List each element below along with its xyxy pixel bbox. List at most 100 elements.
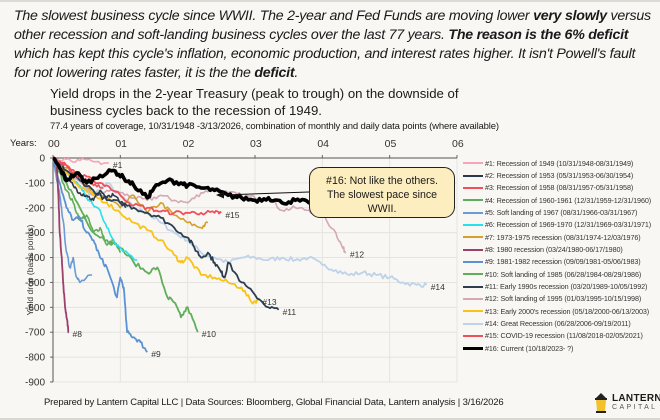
series-end-label: #11: [283, 307, 297, 317]
legend-swatch: [463, 223, 483, 226]
legend-swatch: [463, 174, 483, 177]
legend-swatch: [463, 334, 483, 337]
legend-swatch: [463, 248, 483, 251]
series-line-13: [52, 157, 259, 305]
legend-item: #6: Recession of 1969-1970 (12/31/1969-0…: [463, 219, 659, 231]
legend-swatch: [463, 162, 483, 165]
y-tick-label: 0: [39, 154, 45, 165]
legend-item: #5: Soft landing of 1967 (08/31/1966-03/…: [463, 206, 659, 218]
axes: 0 -100 -200 -300 -400 -500 -600 -700 -800 -900 00 0…: [25, 138, 464, 389]
legend-item: #2: Recession of 1953 (05/31/1953-06/30/…: [463, 169, 659, 181]
y-tick-label: -200: [25, 203, 45, 214]
callout-line-3: WWII.: [367, 203, 397, 215]
legend-label: #9: 1981-1982 recession (09/09/1981-05/0…: [485, 257, 641, 267]
x-axis-label: Years:: [10, 138, 37, 149]
callout-arrowhead-icon: [216, 191, 224, 199]
y-tick-label: -300: [25, 228, 45, 239]
legend-swatch: [463, 285, 483, 288]
legend-item: #10: Soft landing of 1985 (06/28/1984-08…: [463, 268, 659, 280]
y-tick-label: -800: [25, 353, 45, 364]
series-line-8: [55, 157, 70, 334]
legend-item: #12: Soft landing of 1995 (01/03/1995-10…: [463, 293, 659, 305]
headline-part-2: very slowly: [533, 8, 607, 24]
legend-label: #13: Early 2000's recession (05/18/2000-…: [485, 306, 650, 316]
chart-title: Yield drops in the 2-year Treasury (peak…: [50, 86, 459, 118]
x-tick-label: 03: [250, 138, 262, 150]
legend-label: #6: Recession of 1969-1970 (12/31/1969-0…: [485, 220, 652, 230]
legend-item: #13: Early 2000's recession (05/18/2000-…: [463, 305, 659, 317]
legend-swatch: [463, 273, 483, 276]
legend-label: #3: Recession of 1958 (08/31/1957-05/31/…: [485, 183, 634, 193]
headline: The slowest business cycle since WWII. T…: [14, 7, 654, 83]
legend-swatch: [463, 310, 483, 313]
legend-swatch: [463, 186, 483, 189]
series-end-label: #10: [202, 329, 216, 339]
x-tick-label: 00: [48, 138, 60, 150]
legend-item: #16: Current (10/18/2023- ?): [463, 342, 659, 354]
series-line-11: [52, 157, 280, 311]
series-end-label: #14: [431, 282, 445, 292]
lantern-icon: [595, 393, 607, 413]
y-tick-label: -500: [25, 278, 45, 289]
legend-label: #11: Early 1990s recession (03/20/1989-1…: [485, 282, 648, 292]
legend-item: #8: 1980 recession (03/24/1980-06/17/198…: [463, 243, 659, 255]
legend-label: #14: Great Recession (06/28/2006-09/19/2…: [485, 319, 631, 329]
series-line-12: [52, 157, 347, 254]
y-tick-label: -600: [25, 303, 45, 314]
legend-label: #8: 1980 recession (03/24/1980-06/17/198…: [485, 245, 623, 255]
legend: #1: Recession of 1949 (10/31/1948-08/31/…: [463, 157, 659, 355]
legend-item: #1: Recession of 1949 (10/31/1948-08/31/…: [463, 157, 659, 169]
logo-line-1: LANTERN: [612, 393, 660, 404]
legend-item: #7: 1973-1975 recession (08/31/1974-12/0…: [463, 231, 659, 243]
x-tick-label: 05: [385, 138, 397, 150]
x-tick-label: 01: [115, 138, 127, 150]
legend-label: #15: COVID-19 recession (11/08/2018-02/0…: [485, 331, 643, 341]
y-tick-label: -100: [25, 178, 45, 189]
chart-subtitle: 77.4 years of coverage, 10/31/1948 -3/13…: [50, 121, 499, 132]
y-tick-label: -700: [25, 328, 45, 339]
logo-line-2: CAPITAL: [612, 404, 658, 411]
callout-line-2: The slowest pace since: [326, 189, 438, 201]
legend-item: #14: Great Recession (06/28/2006-09/19/2…: [463, 317, 659, 329]
bottom-rule: [0, 418, 660, 420]
legend-label: #10: Soft landing of 1985 (06/28/1984-08…: [485, 269, 642, 279]
x-tick-label: 04: [317, 138, 329, 150]
y-axis-label: Yield drop (basis points): [25, 224, 35, 315]
legend-item: #15: COVID-19 recession (11/08/2018-02/0…: [463, 330, 659, 342]
legend-label: #16: Current (10/18/2023- ?): [485, 343, 574, 353]
series-labels: #14 #12 #10 #9 #13 #11 #1 #8 #15: [72, 160, 445, 359]
legend-swatch: [463, 322, 483, 325]
x-tick-label: 06: [452, 138, 464, 150]
lantern-capital-logo: LANTERN CAPITAL: [593, 392, 660, 414]
legend-label: #2: Recession of 1953 (05/31/1953-06/30/…: [485, 171, 634, 181]
series-end-label: #8: [72, 329, 82, 339]
headline-part-6: deficit: [254, 65, 295, 81]
legend-item: #3: Recession of 1958 (08/31/1957-05/31/…: [463, 182, 659, 194]
headline-part-4: The reason is the 6% deficit: [448, 27, 629, 43]
series-line-16: [52, 156, 336, 206]
legend-item: #11: Early 1990s recession (03/20/1989-1…: [463, 280, 659, 292]
headline-part-1: The slowest business cycle since WWII. T…: [14, 8, 534, 24]
footer-text: Prepared by Lantern Capital LLC | Data S…: [44, 397, 504, 408]
callout-arrow: [221, 191, 310, 196]
series-line-10: [52, 157, 199, 333]
callout-line-1: #16: Not like the others.: [326, 175, 438, 187]
legend-swatch: [463, 199, 483, 202]
legend-swatch: [463, 346, 483, 351]
legend-swatch: [463, 297, 483, 300]
legend-label: #4: Recession of 1960-1961 (12/31/1959-1…: [485, 195, 652, 205]
legend-label: #5: Soft landing of 1967 (08/31/1966-03/…: [485, 208, 638, 218]
y-tick-label: -900: [25, 378, 45, 389]
y-tick-label: -400: [25, 253, 45, 264]
legend-swatch: [463, 236, 483, 239]
series-line-1: [52, 157, 109, 166]
headline-part-5: which has kept this cycle's inflation, e…: [14, 46, 636, 81]
series-end-label: #13: [262, 297, 276, 307]
headline-part-3: versus other recession and soft-landing …: [14, 8, 651, 43]
legend-label: #1: Recession of 1949 (10/31/1948-08/31/…: [485, 158, 634, 168]
legend-swatch: [463, 211, 483, 214]
series-end-label: #15: [225, 210, 239, 220]
legend-item: #9: 1981-1982 recession (09/09/1981-05/0…: [463, 256, 659, 268]
top-rule: [0, 0, 660, 2]
